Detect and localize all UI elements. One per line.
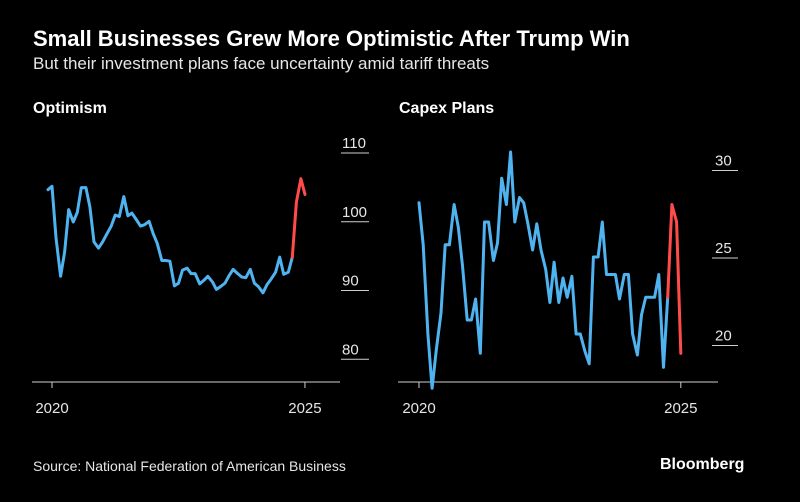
capex-y-tick-label-20: 20 — [715, 328, 732, 345]
capex-y-tick-label-30: 30 — [715, 153, 732, 170]
capex-series-line-after — [666, 203, 683, 355]
capex-panel-title: Capex Plans — [399, 100, 495, 117]
capex-x-tick-label-2020: 2020 — [402, 400, 435, 417]
optimism-x-tick-label-2025: 2025 — [288, 400, 321, 417]
optimism-y-tick-label-90: 90 — [342, 273, 359, 290]
chart-title: Small Businesses Grew More Optimistic Af… — [33, 26, 630, 51]
source-note: Source: National Federation of American … — [33, 458, 346, 474]
optimism-x-tick-label-2020: 2020 — [35, 400, 68, 417]
capex-series-line-before — [417, 150, 670, 390]
optimism-panel-title: Optimism — [33, 100, 107, 117]
optimism-series-line-before — [46, 184, 294, 295]
capex-y-tick-label-25: 25 — [715, 240, 732, 257]
optimism-y-tick-label-80: 80 — [342, 341, 359, 358]
optimism-y-tick-label-110: 110 — [342, 135, 366, 152]
optimism-series-line-after — [290, 177, 307, 259]
chart-subtitle: But their investment plans face uncertai… — [33, 54, 490, 73]
optimism-y-tick-label-100: 100 — [342, 204, 367, 221]
capex-x-tick-label-2025: 2025 — [664, 400, 697, 417]
bloomberg-logo: Bloomberg — [660, 456, 745, 473]
